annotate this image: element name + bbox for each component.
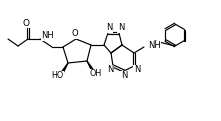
Text: O: O	[72, 30, 78, 38]
Text: N: N	[106, 23, 112, 33]
Polygon shape	[61, 63, 68, 74]
Text: N: N	[121, 72, 127, 80]
Text: N: N	[118, 23, 124, 33]
Text: NH: NH	[41, 31, 54, 41]
Text: N: N	[107, 65, 113, 75]
Text: O: O	[23, 19, 29, 27]
Text: N: N	[134, 65, 140, 75]
Text: OH: OH	[90, 69, 102, 79]
Text: HO: HO	[51, 72, 63, 80]
Text: NH: NH	[148, 42, 161, 50]
Text: N: N	[106, 23, 112, 33]
Polygon shape	[87, 61, 94, 72]
